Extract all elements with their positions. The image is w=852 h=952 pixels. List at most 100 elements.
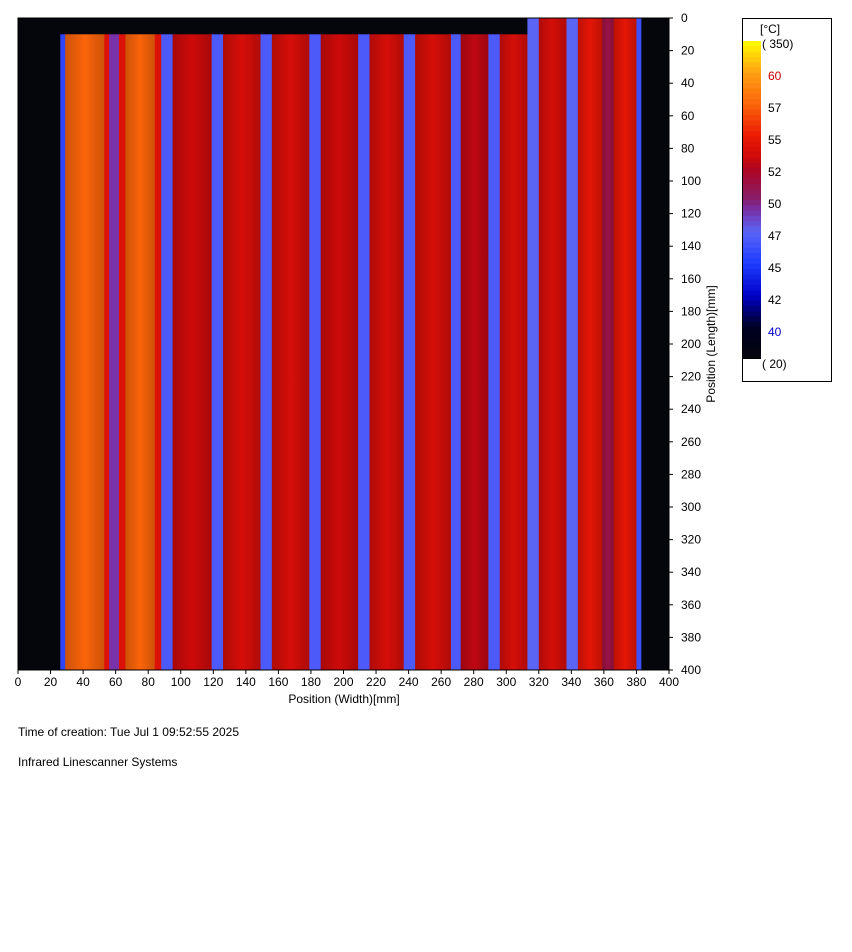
legend-color-segment (743, 311, 761, 318)
legend-color-segment (743, 253, 761, 259)
legend-value-label: 52 (768, 165, 782, 179)
x-tick-label: 240 (399, 675, 419, 689)
heatmap-strip-shade (613, 18, 637, 670)
y-tick-label: 160 (681, 272, 701, 286)
legend-color-segment (743, 327, 761, 334)
legend-color-segment (743, 88, 761, 95)
heatmap-strip (566, 18, 579, 670)
heatmap-strip (211, 34, 224, 671)
legend-value-label: 50 (768, 197, 782, 211)
legend-value-label: 60 (768, 69, 782, 83)
heatmap-strip-shade (577, 18, 603, 670)
heatmap-strip (309, 34, 322, 671)
legend-color-segment (743, 152, 761, 159)
legend-color-segment (743, 306, 761, 312)
legend-max-label: ( 350) (762, 37, 794, 51)
creation-time-text: Time of creation: Tue Jul 1 09:52:55 202… (18, 725, 240, 739)
heatmap-strip-shade (602, 18, 614, 670)
y-tick-label: 120 (681, 207, 701, 221)
legend-color-bar (743, 41, 761, 359)
legend-color-segment (743, 104, 761, 111)
heatmap-strip (109, 34, 120, 671)
x-tick-label: 360 (594, 675, 614, 689)
x-tick-label: 260 (431, 675, 451, 689)
heatmap-strip (636, 18, 642, 670)
heatmap-strip (154, 34, 162, 671)
legend-color-segment (743, 62, 761, 69)
legend-value-label: 42 (768, 293, 782, 307)
legend-color-segment (743, 290, 761, 296)
y-axis: 0 20 40 60 80 100 120 140 160 180 200 220 240 260 280 3… (669, 11, 701, 677)
x-tick-label: 0 (15, 675, 22, 689)
legend-color-segment (743, 99, 761, 106)
heatmap-strip (118, 34, 126, 671)
heatmap-strip-shade (499, 34, 528, 671)
x-tick-label: 60 (109, 675, 123, 689)
legend-color-segment (743, 337, 761, 344)
x-tick-label: 320 (529, 675, 549, 689)
legend-color-segment (743, 268, 761, 275)
color-legend: [°C] ( 350) 60 57 55 52 50 47 45 42 40 ( 20) (742, 18, 832, 382)
legend-color-segment (743, 115, 761, 122)
y-tick-label: 100 (681, 174, 701, 188)
legend-color-segment (743, 332, 761, 339)
heatmap-strip (403, 34, 416, 671)
heatmap-strip (161, 34, 174, 671)
legend-color-segment (743, 279, 761, 286)
legend-color-segment (743, 210, 761, 217)
legend-color-segment (743, 162, 761, 169)
heatmap-strip (18, 34, 61, 671)
legend-color-segment (743, 67, 761, 74)
legend-color-segment (743, 51, 761, 58)
x-tick-label: 40 (76, 675, 90, 689)
thermogram-chart: 0 20 40 60 80 100 120 140 160 180 200 220 240 260 280 3… (15, 11, 718, 706)
x-tick-label: 100 (171, 675, 191, 689)
y-tick-label: 380 (681, 630, 701, 644)
heatmap-strip-shade (538, 18, 567, 670)
legend-color-segment (743, 274, 761, 281)
legend-color-segment (743, 94, 761, 100)
x-tick-label: 280 (464, 675, 484, 689)
legend-color-segment (743, 258, 761, 265)
x-tick-label: 120 (203, 675, 223, 689)
legend-color-segment (743, 109, 761, 116)
legend-color-segment (743, 343, 761, 349)
heatmap-strip (358, 34, 370, 671)
heatmap-strip-shade (460, 34, 489, 671)
legend-color-segment (743, 348, 761, 355)
y-tick-label: 140 (681, 239, 701, 253)
legend-unit-label: [°C] (760, 22, 781, 36)
y-tick-label: 260 (681, 435, 701, 449)
heatmap-strip (527, 18, 540, 670)
legend-color-segment (743, 136, 761, 143)
heatmap-strip-shade (369, 34, 404, 671)
y-tick-label: 200 (681, 337, 701, 351)
y-tick-label: 300 (681, 500, 701, 514)
x-tick-label: 300 (496, 675, 516, 689)
legend-color-segment (743, 295, 761, 302)
y-tick-label: 340 (681, 565, 701, 579)
legend-color-segment (743, 321, 761, 328)
heatmap-strip (260, 34, 273, 671)
legend-color-segment (743, 78, 761, 84)
y-tick-label: 280 (681, 467, 701, 481)
legend-color-segment (743, 237, 761, 243)
x-tick-label: 220 (366, 675, 386, 689)
legend-color-segment (743, 168, 761, 175)
heatmap-strip-shade (223, 34, 261, 671)
x-tick-label: 20 (44, 675, 58, 689)
legend-value-label: 45 (768, 261, 782, 275)
legend-color-segment (743, 215, 761, 222)
legend-color-segment (743, 178, 761, 185)
legend-color-segment (743, 231, 761, 238)
legend-color-segment (743, 189, 761, 196)
heatmap-strip (450, 34, 462, 671)
x-tick-label: 380 (626, 675, 646, 689)
legend-value-label: 57 (768, 101, 782, 115)
legend-color-segment (743, 120, 761, 127)
legend-color-segment (743, 56, 761, 63)
legend-color-segment (743, 46, 761, 53)
legend-color-segment (743, 247, 761, 254)
x-tick-label: 160 (268, 675, 288, 689)
legend-color-segment (743, 284, 761, 291)
